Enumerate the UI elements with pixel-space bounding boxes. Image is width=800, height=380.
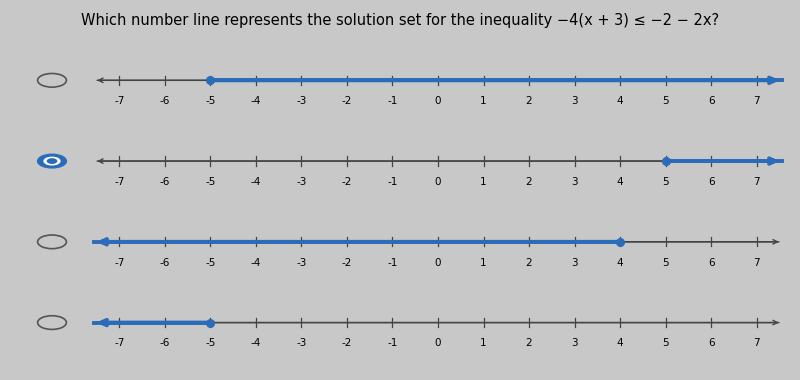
Text: -7: -7 [114,96,125,106]
Text: -4: -4 [250,177,261,187]
Text: 1: 1 [480,177,487,187]
Text: 6: 6 [708,96,714,106]
Text: 5: 5 [662,96,669,106]
Text: -1: -1 [387,96,398,106]
Text: 5: 5 [662,258,669,268]
Text: 2: 2 [526,96,532,106]
Text: 7: 7 [754,338,760,348]
Text: -2: -2 [342,96,352,106]
Text: -1: -1 [387,258,398,268]
Text: -5: -5 [205,177,215,187]
Text: -7: -7 [114,177,125,187]
Text: 3: 3 [571,177,578,187]
Text: 1: 1 [480,258,487,268]
Text: -1: -1 [387,338,398,348]
Text: -7: -7 [114,258,125,268]
Text: -6: -6 [160,177,170,187]
Text: 1: 1 [480,338,487,348]
Text: 5: 5 [662,177,669,187]
Text: 7: 7 [754,177,760,187]
Text: 3: 3 [571,96,578,106]
Text: -3: -3 [296,338,306,348]
Text: 5: 5 [662,338,669,348]
Text: 4: 4 [617,338,623,348]
Text: 0: 0 [434,177,442,187]
Text: 2: 2 [526,338,532,348]
Text: -6: -6 [160,96,170,106]
Text: 0: 0 [434,338,442,348]
Text: -7: -7 [114,338,125,348]
Text: -4: -4 [250,258,261,268]
Text: 0: 0 [434,96,442,106]
Text: -2: -2 [342,258,352,268]
Text: -5: -5 [205,258,215,268]
Text: 6: 6 [708,338,714,348]
Text: 2: 2 [526,177,532,187]
Text: 1: 1 [480,96,487,106]
Text: 4: 4 [617,96,623,106]
Text: -3: -3 [296,96,306,106]
Text: -5: -5 [205,338,215,348]
Text: 3: 3 [571,258,578,268]
Text: -3: -3 [296,258,306,268]
Text: -4: -4 [250,96,261,106]
Text: -6: -6 [160,338,170,348]
Text: 3: 3 [571,338,578,348]
Text: 6: 6 [708,177,714,187]
Text: 7: 7 [754,258,760,268]
Text: 0: 0 [434,258,442,268]
Text: 7: 7 [754,96,760,106]
Text: -2: -2 [342,177,352,187]
Text: -4: -4 [250,338,261,348]
Text: -6: -6 [160,258,170,268]
Text: 6: 6 [708,258,714,268]
Text: 2: 2 [526,258,532,268]
Text: -3: -3 [296,177,306,187]
Text: 4: 4 [617,258,623,268]
Text: -2: -2 [342,338,352,348]
Text: -5: -5 [205,96,215,106]
Text: Which number line represents the solution set for the inequality −4(x + 3) ≤ −2 : Which number line represents the solutio… [81,13,719,28]
Text: -1: -1 [387,177,398,187]
Text: 4: 4 [617,177,623,187]
